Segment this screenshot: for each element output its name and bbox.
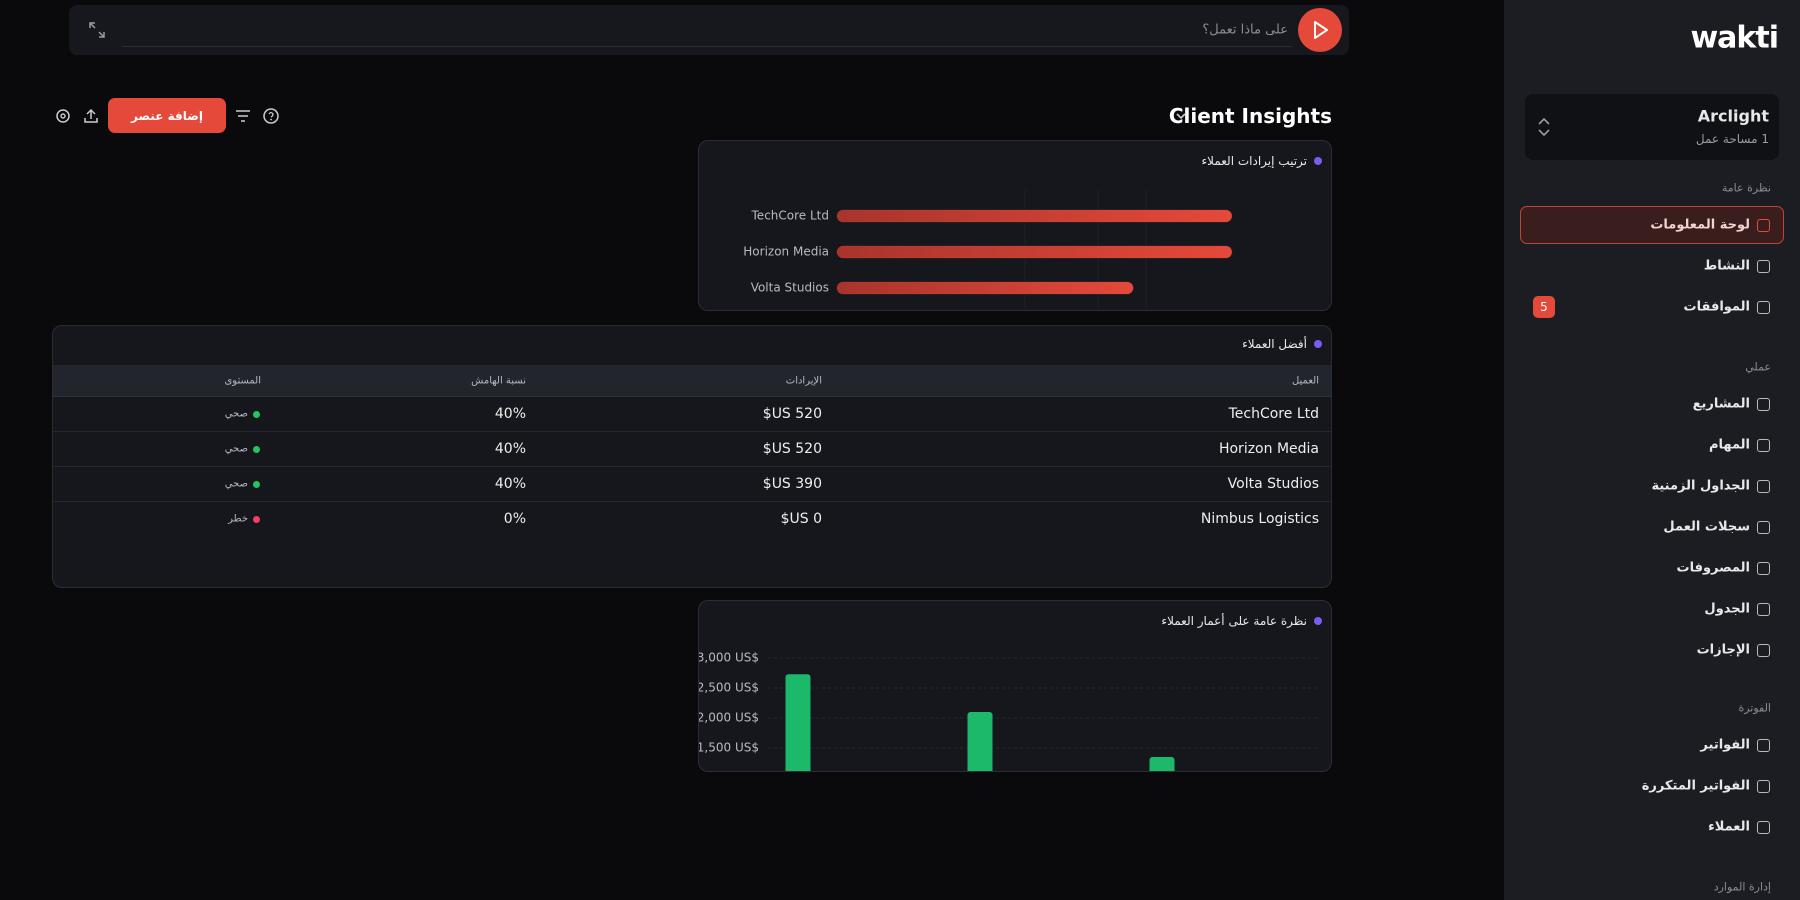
section-title: الفوترة bbox=[1738, 701, 1771, 715]
add-item-button[interactable] bbox=[108, 98, 226, 133]
nav-label: النشاط bbox=[1703, 258, 1750, 274]
title-dot bbox=[1314, 340, 1322, 348]
section-title: إدارة الموارد bbox=[1713, 880, 1771, 894]
top-clients-card bbox=[52, 325, 1332, 588]
cell: 40% bbox=[494, 406, 526, 422]
cell: $US 520 bbox=[762, 441, 822, 457]
nav-icon bbox=[1757, 480, 1770, 493]
workspace-subtitle: 1 مساحة عمل bbox=[1695, 132, 1769, 146]
table-header-bg bbox=[53, 365, 1331, 397]
cell: TechCore Ltd bbox=[1228, 406, 1319, 422]
nav-icon bbox=[1757, 301, 1770, 314]
nav-icon bbox=[1757, 780, 1770, 793]
nav-label: العملاء bbox=[1708, 819, 1750, 835]
level-dot bbox=[253, 411, 260, 418]
nav-icon bbox=[1757, 219, 1770, 232]
level-label: صحي bbox=[224, 478, 248, 490]
nav-label: الإجازات bbox=[1696, 642, 1750, 658]
nav-icon bbox=[1757, 398, 1770, 411]
nav-label: الجدول bbox=[1704, 601, 1750, 617]
table-header-divider bbox=[53, 396, 1331, 397]
add-item-label: إضافة عنصر bbox=[131, 109, 203, 123]
workspace-switcher[interactable] bbox=[1525, 94, 1779, 160]
page-title: Client Insights bbox=[1168, 104, 1332, 128]
workspace-name: Arclight bbox=[1697, 106, 1769, 126]
nav-label: المشاريع bbox=[1692, 396, 1750, 412]
cell: $US 390 bbox=[762, 476, 822, 492]
column-header: نسبة الهامش bbox=[471, 375, 526, 387]
level-label: خطر bbox=[228, 513, 248, 525]
row-divider bbox=[53, 501, 1331, 502]
column-header: العميل bbox=[1291, 375, 1319, 387]
row-divider bbox=[53, 466, 1331, 467]
nav-icon bbox=[1757, 739, 1770, 752]
column-header: المستوى bbox=[224, 375, 261, 387]
search-placeholder[interactable]: على ماذا تعمل؟ bbox=[1202, 22, 1288, 38]
nav-label: سجلات العمل bbox=[1663, 519, 1750, 535]
toolbar-icons[interactable] bbox=[54, 107, 284, 125]
switch-icon bbox=[1538, 117, 1550, 137]
cell: Horizon Media bbox=[1218, 441, 1319, 457]
nav-label: لوحة المعلومات bbox=[1650, 217, 1750, 233]
title-dot bbox=[1314, 617, 1322, 625]
nav-icon bbox=[1757, 562, 1770, 575]
column-header: الإيرادات bbox=[785, 375, 822, 387]
nav-label: المهام bbox=[1708, 437, 1750, 453]
expand-icon[interactable] bbox=[88, 21, 106, 39]
level-dot bbox=[253, 516, 260, 523]
nav-icon bbox=[1757, 603, 1770, 616]
cell: 40% bbox=[494, 476, 526, 492]
cell: 0% bbox=[503, 511, 526, 527]
quick-entry-bar bbox=[69, 5, 1349, 55]
chart-title: نظرة عامة على أعمار العملاء bbox=[1161, 614, 1307, 628]
row-divider bbox=[53, 431, 1331, 432]
table-title: أفضل العملاء bbox=[1242, 337, 1307, 351]
title-chevron[interactable] bbox=[1175, 110, 1187, 122]
cell: 40% bbox=[494, 441, 526, 457]
nav-icon bbox=[1757, 821, 1770, 834]
nav-icon bbox=[1757, 644, 1770, 657]
cell: Volta Studios bbox=[1227, 476, 1319, 492]
level-label: صحي bbox=[224, 443, 248, 455]
level-dot bbox=[253, 481, 260, 488]
nav-label: الفواتير المتكررة bbox=[1641, 778, 1750, 794]
input-underline bbox=[122, 46, 1292, 47]
active-item-bg bbox=[1520, 206, 1784, 244]
section-title: نظرة عامة bbox=[1721, 181, 1771, 195]
chart-title: ترتيب إيرادات العملاء bbox=[1201, 154, 1307, 168]
title-dot bbox=[1314, 157, 1322, 165]
nav-icon bbox=[1757, 521, 1770, 534]
nav-label: الموافقات bbox=[1683, 299, 1750, 315]
section-title: عملي bbox=[1745, 360, 1771, 374]
level-label: صحي bbox=[224, 408, 248, 420]
nav-icon bbox=[1757, 439, 1770, 452]
nav-label: المصروفات bbox=[1676, 560, 1751, 576]
nav-icon bbox=[1757, 260, 1770, 273]
cell: Nimbus Logistics bbox=[1200, 511, 1319, 527]
logo: wakti bbox=[1690, 20, 1779, 56]
nav-label: الفواتير bbox=[1700, 737, 1750, 753]
level-dot bbox=[253, 446, 260, 453]
nav-label: الجداول الزمنية bbox=[1651, 478, 1750, 494]
cell: $US 0 bbox=[780, 511, 822, 527]
nav-badge: 5 bbox=[1533, 296, 1555, 318]
cell: $US 520 bbox=[762, 406, 822, 422]
start-button[interactable] bbox=[1298, 8, 1342, 52]
